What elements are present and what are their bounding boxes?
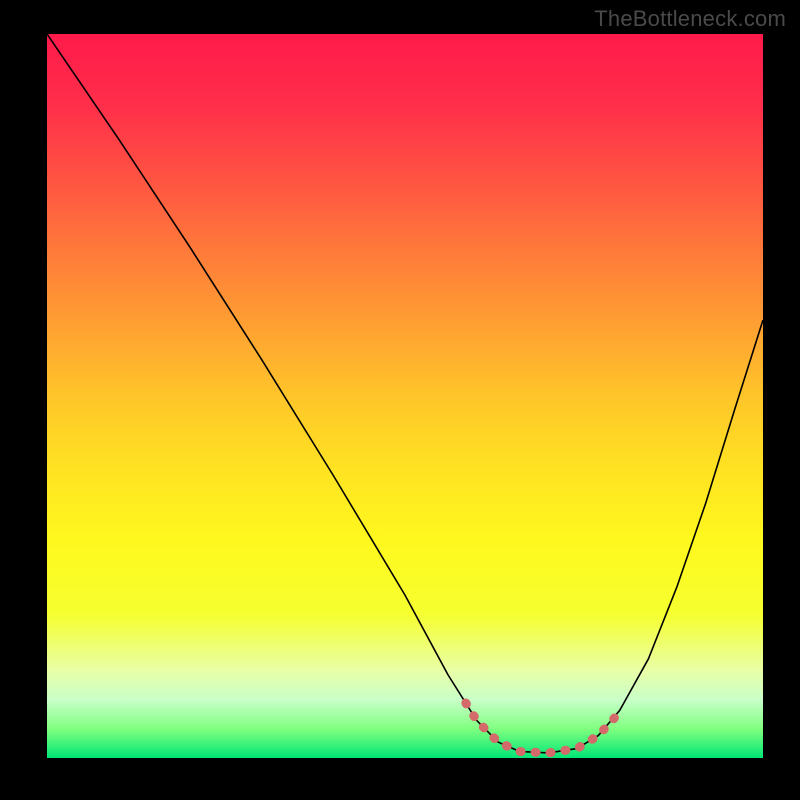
watermark-text: TheBottleneck.com xyxy=(594,6,786,32)
chart-container: TheBottleneck.com xyxy=(0,0,800,800)
gradient-background xyxy=(47,34,763,758)
chart-svg xyxy=(47,34,763,758)
plot-area xyxy=(47,34,763,758)
